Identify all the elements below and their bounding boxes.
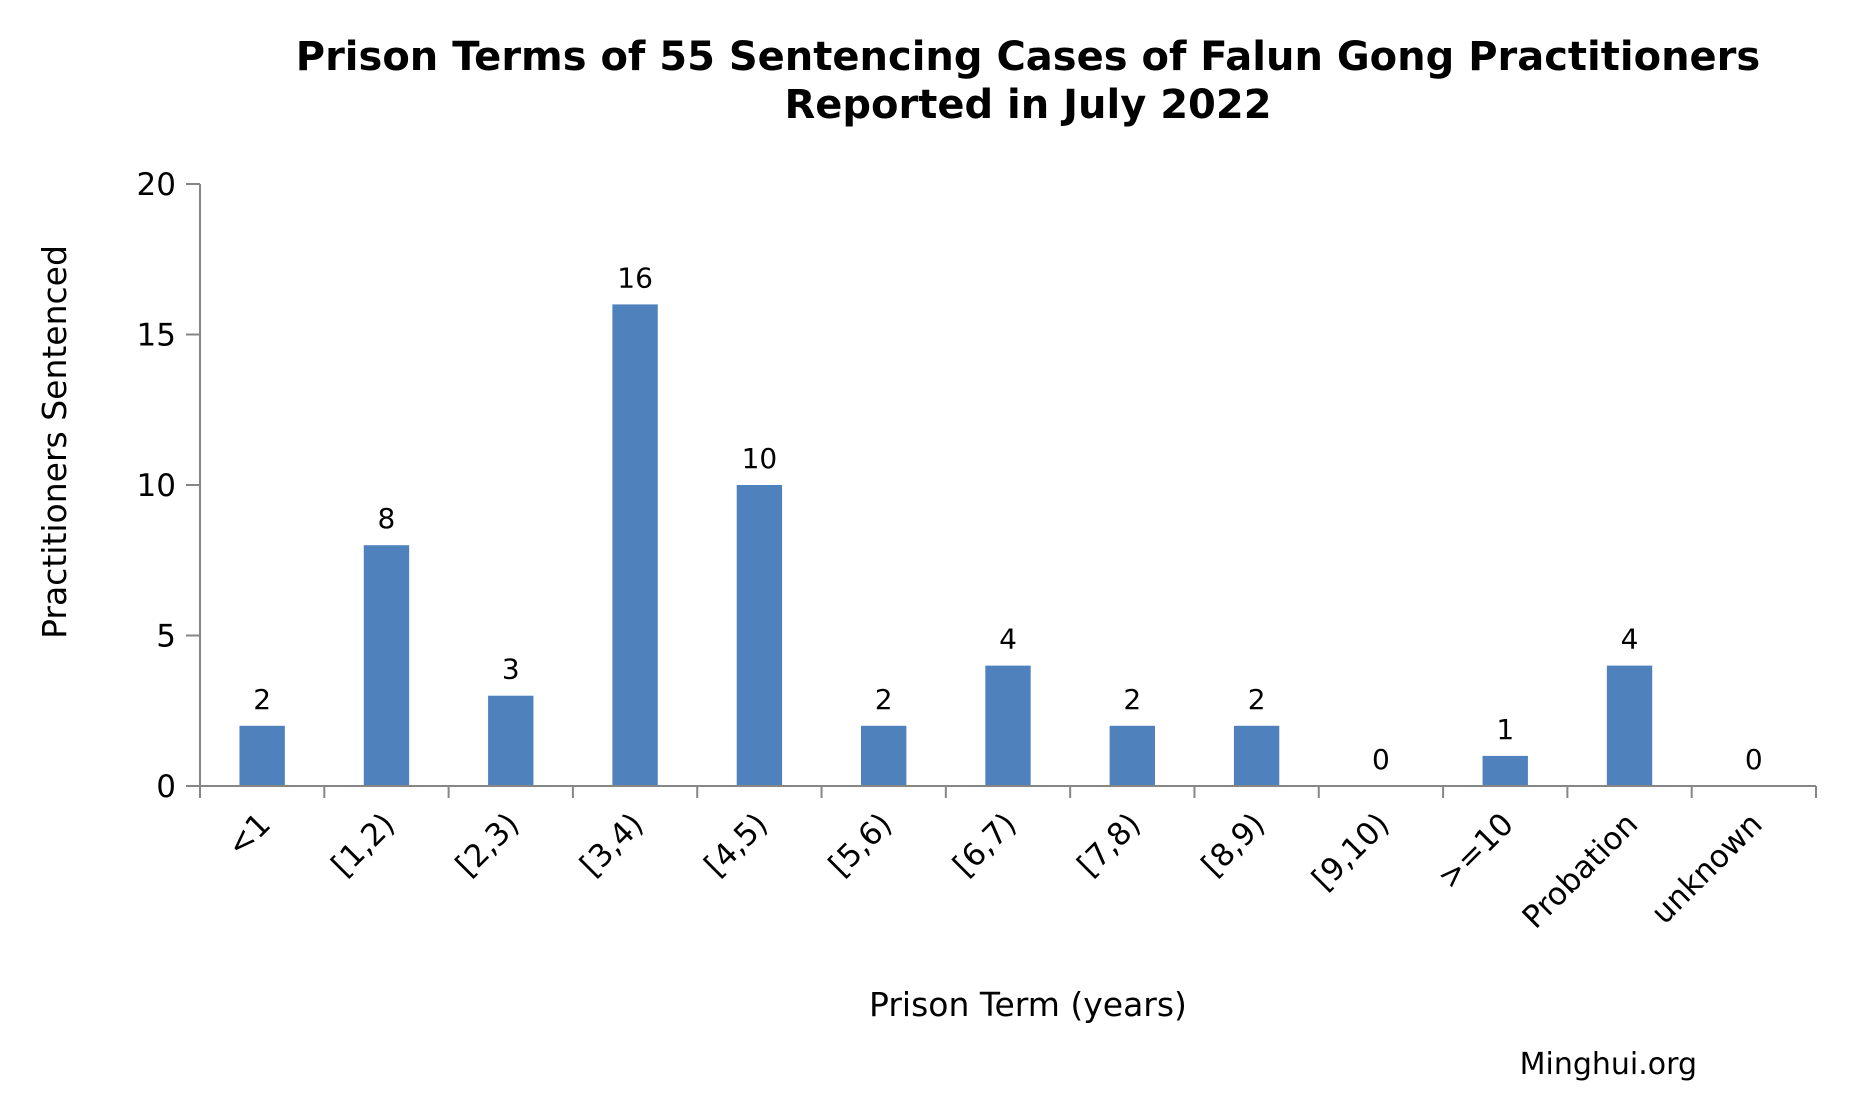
x-tick-label: [9,10) (1305, 806, 1396, 897)
data-label: 8 (378, 502, 396, 535)
data-label: 2 (1248, 683, 1266, 716)
data-label: 16 (617, 261, 653, 294)
data-label: 2 (1123, 683, 1141, 716)
data-label: 4 (1621, 623, 1639, 656)
bar (363, 545, 410, 786)
bars: 2 8 3 16 10 2 4 2 2 0 1 4 0 (239, 261, 1763, 786)
y-tick-label: 0 (156, 769, 176, 805)
chart-title-line-1: Prison Terms of 55 Sentencing Cases of F… (296, 34, 1760, 80)
bar (488, 695, 534, 786)
x-axis-title: Prison Term (years) (869, 985, 1187, 1024)
x-tick-label: [1,2) (325, 806, 402, 883)
bar (1109, 725, 1155, 786)
x-tick-label: <1 (220, 806, 278, 864)
data-label: 0 (1372, 743, 1390, 776)
x-tick-label: [4,5) (698, 806, 775, 883)
x-tick-label: [5,6) (822, 806, 899, 883)
data-label: 3 (502, 653, 520, 686)
y-tick-label: 10 (137, 468, 176, 504)
bar (239, 725, 285, 786)
y-axis-title: Practitioners Sentenced (35, 245, 74, 639)
data-label: 2 (875, 683, 893, 716)
bar (1606, 665, 1653, 786)
x-tick-label: unknown (1644, 806, 1769, 931)
bar (612, 304, 658, 786)
bar (1482, 755, 1528, 786)
bar (736, 485, 783, 786)
x-tick-label: [6,7) (946, 806, 1023, 883)
data-label: 1 (1496, 713, 1514, 746)
data-label: 0 (1745, 743, 1763, 776)
x-tick-label: [8,9) (1195, 806, 1272, 883)
data-label: 4 (999, 623, 1017, 656)
bar (861, 725, 907, 786)
x-tick-label: [3,4) (573, 806, 650, 883)
y-tick-label: 15 (137, 318, 176, 354)
data-label: 2 (253, 683, 271, 716)
chart-title-line-2: Reported in July 2022 (784, 82, 1271, 128)
x-tick-label: Probation (1516, 806, 1646, 936)
x-axis: <1 [1,2) [2,3) [3,4) [4,5) [5,6) [6,7) [7,8) [8,… (199, 785, 1817, 936)
y-tick-label: 5 (156, 619, 176, 655)
bar (985, 665, 1031, 786)
y-tick-label: 20 (137, 167, 176, 203)
x-tick-label: >=10 (1431, 806, 1521, 896)
y-axis: 0 5 10 15 20 (137, 167, 201, 805)
bar (1233, 725, 1280, 786)
x-tick-label: [2,3) (449, 806, 526, 883)
x-tick-label: [7,8) (1071, 806, 1148, 883)
data-label: 10 (742, 442, 778, 475)
source-label: Minghui.org (1520, 1047, 1697, 1082)
